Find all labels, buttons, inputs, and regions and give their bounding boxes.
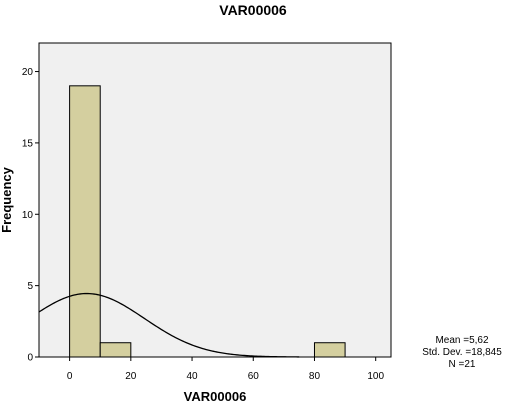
y-tick-label: 10	[22, 210, 34, 221]
x-tick-label: 60	[248, 371, 260, 382]
chart-title: VAR00006	[219, 2, 287, 18]
y-tick-label: 5	[27, 281, 33, 292]
stat-n: N =21	[449, 359, 476, 370]
histogram-bar	[313, 342, 346, 358]
y-tick-label: 20	[22, 67, 34, 78]
normal-curve	[38, 292, 300, 358]
x-tick-label: 40	[186, 371, 198, 382]
histogram-bar	[69, 85, 101, 358]
x-tick-label: 20	[125, 371, 137, 382]
y-tick-label: 0	[27, 353, 33, 364]
x-tick-label: 0	[67, 371, 73, 382]
histogram-bar	[99, 342, 132, 358]
y-axis: 0 5 10 15 20	[22, 67, 39, 364]
x-axis: 0 20 40 60 80 100	[67, 357, 384, 382]
x-tick-label: 80	[309, 371, 321, 382]
y-axis-label: Frequency	[0, 166, 14, 233]
stat-std-dev: Std. Dev. =18,845	[422, 347, 502, 358]
histogram-bars	[69, 85, 346, 358]
x-tick-label: 100	[367, 371, 384, 382]
y-tick-label: 15	[22, 138, 34, 149]
stat-mean: Mean =5,62	[435, 335, 489, 346]
x-axis-label: VAR00006	[184, 389, 247, 404]
